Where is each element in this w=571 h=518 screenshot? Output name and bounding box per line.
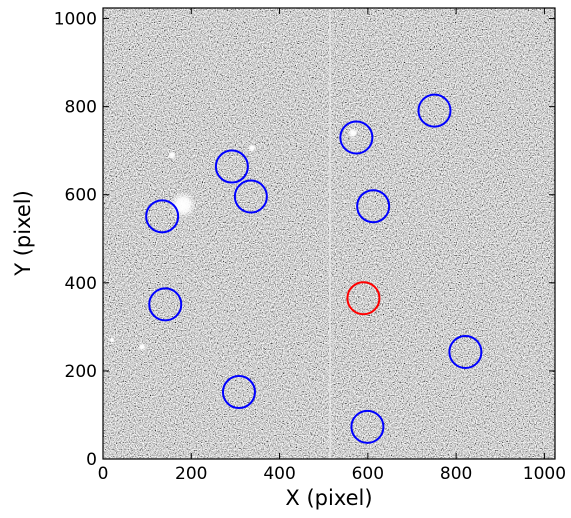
y-tick-label: 800	[65, 98, 97, 118]
x-tick-label: 400	[263, 464, 295, 484]
y-axis-label: Y (pixel)	[11, 190, 35, 277]
source-circle	[350, 409, 385, 444]
source-circle	[221, 375, 256, 410]
source-circle	[145, 199, 180, 234]
y-tick-label: 400	[65, 274, 97, 294]
source-circle	[356, 189, 391, 224]
x-tick-label: 0	[98, 464, 109, 484]
source-circle	[346, 281, 381, 316]
x-tick-label: 600	[352, 464, 384, 484]
source-circle	[233, 179, 268, 214]
source-circle	[417, 93, 452, 128]
source-circle	[448, 334, 483, 369]
source-circle	[339, 120, 374, 155]
x-axis-label: X (pixel)	[285, 486, 372, 510]
source-circle	[148, 287, 183, 322]
x-tick-label: 800	[440, 464, 472, 484]
y-tick-label: 600	[65, 186, 97, 206]
x-tick-label: 200	[175, 464, 207, 484]
y-tick-label: 200	[65, 362, 97, 382]
plot-frame	[102, 7, 556, 460]
source-circle	[214, 149, 249, 184]
y-tick-label: 1000	[54, 10, 97, 30]
y-tick-label: 0	[86, 450, 97, 470]
x-tick-label: 1000	[523, 464, 566, 484]
sky-image	[103, 8, 555, 459]
